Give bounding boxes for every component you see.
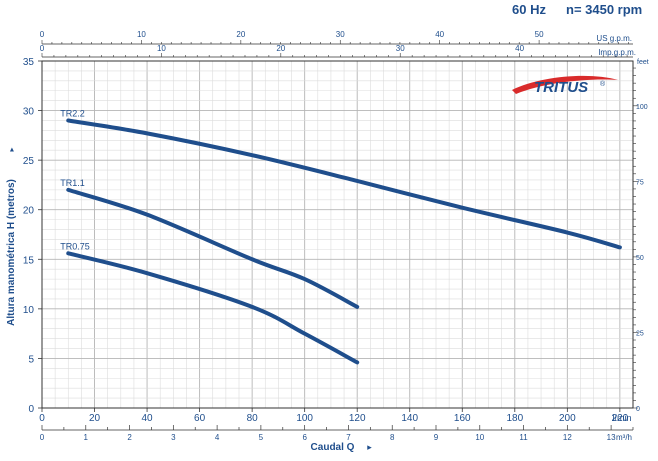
- x-unit-label: l/min: [612, 413, 631, 423]
- m3h-tick-label: 6: [302, 433, 307, 442]
- logo-registered-mark: ®: [600, 80, 606, 88]
- m3h-tick-label: 1: [84, 433, 89, 442]
- us-gpm-tick-label: 30: [336, 30, 345, 39]
- m3h-tick-label: 3: [171, 433, 176, 442]
- x-tick-label: 200: [559, 413, 576, 424]
- x-tick-label: 60: [194, 413, 206, 424]
- m3h-tick-label: 2: [127, 433, 132, 442]
- frequency-label: 60 Hz: [512, 2, 546, 17]
- m3h-tick-label: 7: [346, 433, 351, 442]
- imp-gpm-tick-label: 30: [396, 44, 405, 53]
- x-axis-title: Caudal Q: [311, 442, 355, 453]
- m3h-tick-label: 8: [390, 433, 395, 442]
- y-tick-label: 15: [23, 255, 35, 266]
- feet-tick-label: 25: [636, 330, 644, 337]
- x-tick-label: 220: [612, 413, 629, 424]
- imp-gpm-tick-label: 20: [276, 44, 285, 53]
- y-tick-label: 20: [23, 206, 35, 217]
- imp-gpm-tick-label: 40: [515, 44, 524, 53]
- m3h-tick-label: 10: [475, 433, 484, 442]
- x-tick-label: 80: [247, 413, 259, 424]
- m3h-unit-label: m³/h: [616, 433, 632, 442]
- us-gpm-unit-label: US g.p.m.: [596, 34, 632, 43]
- x-tick-label: 20: [89, 413, 101, 424]
- feet-tick-label: 0: [636, 406, 640, 413]
- x-tick-label: 160: [454, 413, 471, 424]
- y-axis-arrow-icon: ▸: [7, 147, 16, 151]
- us-gpm-tick-label: 50: [535, 30, 544, 39]
- m3h-tick-label: 4: [215, 433, 220, 442]
- tritus-logo: TRITUS ®: [512, 75, 618, 96]
- series-layer: [66, 118, 622, 365]
- m3h-tick-label: 11: [519, 433, 528, 442]
- logo-text: TRITUS: [534, 79, 588, 96]
- y-tick-label: 25: [23, 156, 35, 167]
- series-line-tr0-75: [66, 251, 360, 365]
- y-axis-title: Altura manométrica H (metros): [6, 179, 17, 326]
- series-line-tr2-2: [66, 118, 622, 250]
- series-label-tr1-1: TR1.1: [60, 178, 85, 188]
- y-tick-label: 0: [28, 404, 34, 415]
- chart-grid: [41, 60, 634, 409]
- feet-unit-label: feet: [637, 59, 649, 66]
- imp-gpm-tick-label: 0: [40, 44, 45, 53]
- speed-label: n= 3450 rpm: [566, 2, 643, 17]
- logo-swoosh-icon: [512, 75, 618, 94]
- x-tick-label: 120: [349, 413, 366, 424]
- feet-tick-label: 100: [636, 104, 648, 111]
- series-label-tr2-2: TR2.2: [60, 108, 85, 118]
- x-tick-label: 0: [39, 413, 45, 424]
- y-tick-label: 35: [23, 57, 35, 68]
- x-tick-label: 140: [401, 413, 418, 424]
- y-tick-label: 10: [23, 305, 35, 316]
- imp-gpm-unit-label: Imp.g.p.m.: [598, 48, 636, 57]
- imp-gpm-tick-label: 10: [157, 44, 166, 53]
- feet-tick-label: 75: [636, 179, 644, 186]
- chart-labels: Altura manométrica H (metros) ▸ Caudal Q ▸ T…: [6, 108, 372, 453]
- x-tick-label: 100: [296, 413, 313, 424]
- m3h-tick-label: 12: [563, 433, 572, 442]
- us-gpm-tick-label: 0: [40, 30, 45, 39]
- x-axis-arrow-icon: ▸: [367, 442, 372, 452]
- m3h-tick-label: 13: [607, 433, 616, 442]
- y-tick-label: 30: [23, 107, 35, 118]
- feet-tick-label: 50: [636, 255, 644, 262]
- us-gpm-tick-label: 40: [435, 30, 444, 39]
- series-label-tr0-75: TR0.75: [60, 241, 90, 251]
- m3h-tick-label: 5: [259, 433, 264, 442]
- y-tick-label: 5: [28, 354, 34, 365]
- m3h-tick-label: 0: [40, 433, 45, 442]
- plot-frame: [41, 60, 634, 409]
- us-gpm-tick-label: 10: [137, 30, 146, 39]
- x-tick-label: 180: [506, 413, 523, 424]
- x-tick-label: 40: [142, 413, 154, 424]
- us-gpm-tick-label: 20: [236, 30, 245, 39]
- series-line-tr1-1: [66, 187, 360, 309]
- m3h-tick-label: 9: [434, 433, 439, 442]
